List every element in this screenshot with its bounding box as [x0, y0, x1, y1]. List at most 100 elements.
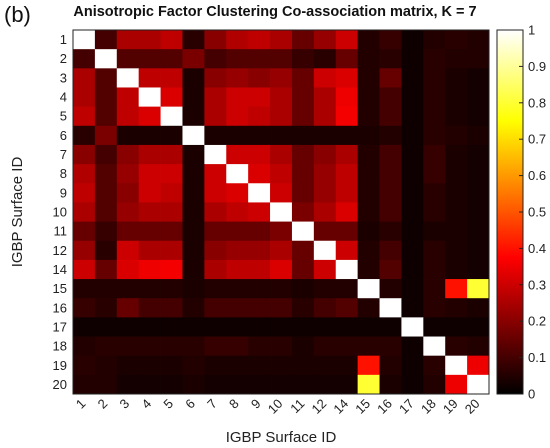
- heatmap-cell-4-15: [357, 87, 380, 108]
- heatmap-cell-12-5: [160, 240, 183, 261]
- heatmap-cell-14-20: [467, 259, 490, 280]
- heatmap-cell-4-3: [116, 87, 140, 108]
- heatmap-cell-14-1: [73, 259, 96, 280]
- heatmap-cell-18-8: [226, 336, 249, 357]
- heatmap-cell-11-9: [248, 221, 271, 242]
- heatmap-cells: [73, 30, 490, 395]
- heatmap-cell-7-10: [270, 144, 293, 165]
- heatmap-cell-17-7: [204, 317, 227, 337]
- heatmap-cell-10-12: [313, 202, 337, 222]
- heatmap-cell-20-6: [182, 374, 205, 395]
- heatmap-cell-2-14: [335, 49, 359, 69]
- colorbar-tick-label: 0.5: [528, 205, 546, 220]
- heatmap-cell-1-3: [116, 30, 140, 50]
- x-tick-label: 17: [396, 396, 417, 417]
- heatmap-cell-7-6: [182, 144, 205, 165]
- heatmap-cell-10-16: [379, 202, 402, 222]
- heatmap-cell-3-9: [248, 68, 271, 88]
- y-tick-label: 7: [60, 147, 67, 162]
- heatmap-cell-14-3: [116, 259, 140, 280]
- heatmap-cell-10-18: [423, 202, 446, 222]
- heatmap-cell-18-12: [313, 336, 337, 357]
- heatmap-cell-5-20: [467, 106, 490, 127]
- heatmap-cell-1-1: [73, 30, 96, 50]
- plot-frame: [72, 29, 490, 395]
- heatmap-cell-12-1: [73, 240, 96, 261]
- heatmap-cell-11-2: [94, 221, 118, 242]
- colorbar-tick-label: 0.4: [528, 241, 546, 256]
- colorbar-tick-label: 0.8: [528, 95, 546, 110]
- heatmap-cell-20-16: [379, 374, 402, 395]
- heatmap-cell-11-4: [138, 221, 161, 242]
- heatmap-cell-12-3: [116, 240, 140, 261]
- heatmap-cell-8-16: [379, 164, 402, 184]
- heatmap-cell-10-3: [116, 202, 140, 222]
- heatmap-cell-6-5: [160, 125, 183, 146]
- heatmap-cell-11-7: [204, 221, 227, 242]
- heatmap-cell-15-5: [160, 279, 183, 299]
- y-tick-label: 6: [60, 128, 67, 143]
- y-tick-label: 11: [54, 224, 68, 239]
- x-tick-label: 10: [265, 396, 286, 417]
- heatmap-cell-17-2: [94, 317, 118, 337]
- heatmap-cell-19-8: [226, 355, 249, 376]
- heatmap-cell-19-17: [401, 355, 424, 376]
- heatmap-cell-6-3: [116, 125, 140, 146]
- heatmap-cell-7-15: [357, 144, 380, 165]
- heatmap-cell-5-16: [379, 106, 402, 127]
- heatmap-cell-8-5: [160, 164, 183, 184]
- heatmap-cell-18-5: [160, 336, 183, 357]
- heatmap-cell-4-17: [401, 87, 424, 108]
- heatmap-cell-15-4: [138, 279, 161, 299]
- heatmap-cell-15-11: [291, 279, 315, 299]
- heatmap-cell-8-10: [270, 164, 293, 184]
- x-tick-label: 20: [462, 396, 483, 417]
- heatmap-cell-14-4: [138, 259, 161, 280]
- heatmap-cell-18-19: [445, 336, 468, 357]
- heatmap-cell-16-7: [204, 298, 227, 318]
- heatmap-cell-3-18: [423, 68, 446, 88]
- heatmap-cell-2-16: [379, 49, 402, 69]
- colorbar-tick-labels: 0 0.1 0.2 0.3 0.4 0.5 0.6 0.7 0.8 0.9 1: [519, 23, 546, 402]
- heatmap-cell-4-16: [379, 87, 402, 108]
- heatmap-cell-3-17: [401, 68, 424, 88]
- y-tick-label: 12: [53, 243, 67, 258]
- heatmap-cell-11-15: [357, 221, 380, 242]
- heatmap-cell-7-17: [401, 144, 424, 165]
- heatmap-cell-2-20: [467, 49, 490, 69]
- heatmap-cell-3-11: [291, 68, 315, 88]
- heatmap-cell-14-17: [401, 259, 424, 280]
- heatmap-cell-5-4: [138, 106, 161, 127]
- heatmap-cell-17-4: [138, 317, 161, 337]
- heatmap-cell-19-11: [291, 355, 315, 376]
- heatmap-cell-4-5: [160, 87, 183, 108]
- heatmap-cell-14-16: [379, 259, 402, 280]
- heatmap-cell-5-8: [226, 106, 249, 127]
- heatmap-cell-7-12: [313, 144, 337, 165]
- heatmap-cell-3-8: [226, 68, 249, 88]
- heatmap-cell-14-15: [357, 259, 380, 280]
- y-tick-label: 17: [53, 319, 67, 334]
- heatmap-cell-7-19: [445, 144, 468, 165]
- heatmap-cell-5-1: [73, 106, 96, 127]
- y-tick-label: 18: [53, 339, 67, 354]
- heatmap-cell-16-4: [138, 298, 161, 318]
- colorbar-tick-label: 0.6: [528, 168, 546, 183]
- heatmap-cell-1-20: [467, 30, 490, 50]
- heatmap-cell-19-19: [445, 355, 468, 376]
- heatmap-cell-11-3: [116, 221, 140, 242]
- heatmap-cell-15-16: [379, 279, 402, 299]
- y-tick-label: 20: [53, 377, 67, 392]
- heatmap-cell-4-14: [335, 87, 359, 108]
- heatmap-cell-17-6: [182, 317, 205, 337]
- heatmap-cell-2-10: [270, 49, 293, 69]
- x-tick-label: 2: [95, 396, 111, 412]
- heatmap-cell-15-12: [313, 279, 337, 299]
- heatmap-cell-4-20: [467, 87, 490, 108]
- heatmap-cell-1-2: [94, 30, 118, 50]
- heatmap-cell-20-12: [313, 374, 337, 395]
- heatmap-cell-9-11: [291, 183, 315, 203]
- heatmap-cell-2-15: [357, 49, 380, 69]
- heatmap-cell-8-9: [248, 164, 271, 184]
- heatmap-cell-11-12: [313, 221, 337, 242]
